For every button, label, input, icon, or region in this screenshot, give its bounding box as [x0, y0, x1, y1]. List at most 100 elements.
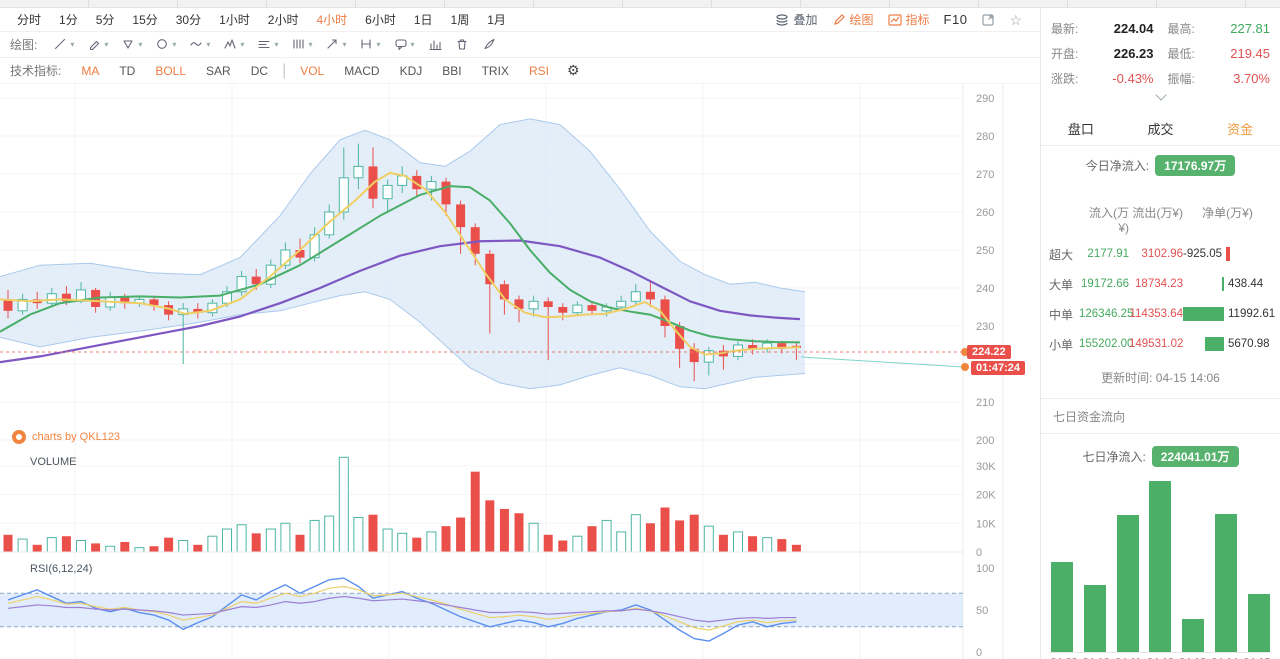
- indicator-boll[interactable]: BOLL: [155, 63, 187, 78]
- draw-tool-hlines-icon[interactable]: ▾: [251, 38, 285, 51]
- svg-text:30K: 30K: [976, 461, 996, 473]
- timeframe-15分[interactable]: 15分: [132, 13, 158, 27]
- collapse-quote-button[interactable]: [1041, 89, 1280, 109]
- svg-text:270: 270: [976, 169, 994, 181]
- watermark-text: charts by QKL123: [32, 431, 121, 443]
- fullscreen-button[interactable]: [981, 13, 995, 27]
- quote-最低: 最低: 219.45: [1167, 46, 1271, 61]
- quote-开盘: 开盘: 226.23: [1051, 46, 1154, 61]
- timeframe-1分[interactable]: 1分: [59, 13, 78, 27]
- tab-资金[interactable]: 资金: [1227, 122, 1254, 137]
- indicator-macd[interactable]: MACD: [344, 63, 380, 78]
- tab-盘口[interactable]: 盘口: [1067, 122, 1094, 137]
- draw-tool-eraser-icon[interactable]: [476, 38, 503, 51]
- fund-row-超大: 超大 2177.91 3102.96 -925.05: [1041, 239, 1280, 269]
- tab-成交[interactable]: 成交: [1147, 122, 1174, 137]
- drawing-toolbar-label: 绘图:: [10, 38, 38, 52]
- svg-text:210: 210: [976, 397, 994, 409]
- volume-pane-label: VOLUME: [30, 456, 77, 468]
- header-net: 净单(万¥): [1202, 206, 1253, 220]
- chart-region: 分时 1分 5分 15分 30分 1小时 2小时 4小时 6小时 1日 1周 1月 叠加 绘图 指标: [0, 8, 1040, 659]
- indicator-ma[interactable]: MA: [81, 63, 100, 78]
- draw-mode-button[interactable]: 绘图: [832, 11, 874, 28]
- indicator-button[interactable]: 指标: [887, 11, 930, 28]
- seven-day-bar-04-13: [1182, 619, 1205, 652]
- layers-icon: [775, 13, 789, 27]
- timeframe-30分[interactable]: 30分: [175, 13, 202, 27]
- fund-row-大单: 大单 19172.66 18734.23 438.44: [1049, 277, 1264, 292]
- svg-text:230: 230: [976, 321, 994, 333]
- seven-day-date-label: 04-09: [1049, 656, 1079, 659]
- draw-tool-wave-icon[interactable]: ▾: [183, 38, 217, 51]
- gear-icon[interactable]: ⚙: [566, 62, 580, 78]
- overlay-label: 叠加: [793, 13, 818, 27]
- kline-plot: 290 280 270 260 250 240 230 210 200 30K 20K 10K 0 100…: [0, 84, 1004, 659]
- draw-tool-peaks-icon[interactable]: ▾: [217, 38, 251, 51]
- indicator-dc[interactable]: DC: [250, 63, 269, 78]
- draw-tool-circle-icon[interactable]: ▾: [149, 38, 183, 51]
- timeframe-分时[interactable]: 分时: [17, 13, 42, 27]
- indicator-vol[interactable]: VOL: [300, 63, 325, 78]
- indicator-trix[interactable]: TRIX: [481, 63, 509, 78]
- timeframe-5分[interactable]: 5分: [95, 13, 115, 27]
- svg-text:0: 0: [976, 547, 982, 559]
- indicator-label: 指标: [905, 13, 930, 27]
- today-netflow-value-badge: 17176.97万: [1155, 155, 1236, 176]
- browser-tab-strip: [0, 0, 1280, 8]
- expand-icon: [981, 13, 995, 27]
- current-price-badge: 224.22: [967, 345, 1011, 359]
- main-chart-canvas[interactable]: 290 280 270 260 250 240 230 210 200 30K 20K 10K 0 100…: [0, 84, 1040, 659]
- seven-day-bar-chart: 04-0904-1004-1104-1204-1304-1404-15: [1041, 475, 1280, 659]
- timeframe-1月[interactable]: 1月: [487, 13, 506, 27]
- draw-tool-arrow-icon[interactable]: ▾: [319, 38, 353, 51]
- favorite-star-button[interactable]: ☆: [1009, 11, 1022, 28]
- seven-day-bar-04-14: [1215, 514, 1238, 652]
- timeframe-1日[interactable]: 1日: [413, 13, 433, 27]
- draw-tool-trash-icon[interactable]: [449, 38, 476, 51]
- fund-row-中单: 中单 126346.25 114353.64 11992.61: [1049, 307, 1276, 322]
- seven-day-bar-04-10: [1083, 585, 1106, 652]
- draw-tool-bubble-icon[interactable]: ▾: [388, 38, 422, 51]
- svg-text:0: 0: [976, 647, 982, 659]
- header-outflow: 流出(万¥): [1132, 206, 1183, 220]
- today-netflow: 今日净流入: 17176.97万: [1041, 146, 1280, 182]
- divider: [1041, 398, 1280, 399]
- seven-day-date-label: 04-15: [1242, 656, 1272, 659]
- draw-tool-line-icon[interactable]: ▾: [47, 38, 81, 51]
- indicator-bar-label: 技术指标:: [10, 64, 62, 78]
- line-chart-icon: [887, 13, 902, 27]
- indicator-sar[interactable]: SAR: [206, 63, 231, 78]
- technical-indicator-bar: 技术指标: MA TD BOLL SAR DC | VOL MACD KDJ BBI TRIX RSI…: [0, 58, 1040, 84]
- draw-tool-pencil-icon[interactable]: ▾: [81, 38, 115, 51]
- timeframe-4小时[interactable]: 4小时: [316, 13, 348, 27]
- svg-text:260: 260: [976, 207, 994, 219]
- draw-tool-flag-icon[interactable]: ▾: [115, 38, 149, 51]
- overlay-button[interactable]: 叠加: [775, 11, 818, 28]
- seven-day-netflow: 七日净流入: 224041.01万: [1041, 434, 1280, 475]
- svg-text:290: 290: [976, 93, 994, 105]
- indicator-td[interactable]: TD: [119, 63, 136, 78]
- qkl123-logo-icon: [12, 430, 26, 444]
- svg-text:250: 250: [976, 245, 994, 257]
- timeframe-6小时[interactable]: 6小时: [365, 13, 396, 27]
- indicator-bbi[interactable]: BBI: [442, 63, 462, 78]
- draw-tool-histogram-icon[interactable]: [422, 38, 449, 51]
- indicator-kdj[interactable]: KDJ: [399, 63, 423, 78]
- f10-button[interactable]: F10: [944, 12, 968, 27]
- seven-day-title: 七日资金流向: [1041, 399, 1280, 434]
- fund-row-小单: 小单 155202.00 149531.02 5670.98: [1049, 337, 1270, 352]
- svg-text:200: 200: [976, 435, 994, 447]
- fund-table: 超大 2177.91 3102.96 -925.05 大单 19172.66 18734.2…: [1041, 239, 1280, 359]
- quote-涨跌: 涨跌: -0.43%: [1051, 71, 1154, 86]
- draw-tool-vbars-icon[interactable]: ▾: [285, 38, 319, 51]
- panel-tabs: 盘口 成交 资金: [1041, 113, 1280, 146]
- timeframe-1周[interactable]: 1周: [450, 13, 470, 27]
- candle-countdown-badge: 01:47:24: [971, 361, 1026, 375]
- seven-day-bar-04-09: [1051, 562, 1073, 652]
- timeframe-2小时[interactable]: 2小时: [267, 13, 299, 27]
- quote-振幅: 振幅: 3.70%: [1167, 71, 1271, 86]
- timeframe-1小时[interactable]: 1小时: [219, 13, 250, 27]
- draw-tool-measure-icon[interactable]: ▾: [353, 38, 387, 51]
- indicator-rsi[interactable]: RSI: [528, 63, 549, 78]
